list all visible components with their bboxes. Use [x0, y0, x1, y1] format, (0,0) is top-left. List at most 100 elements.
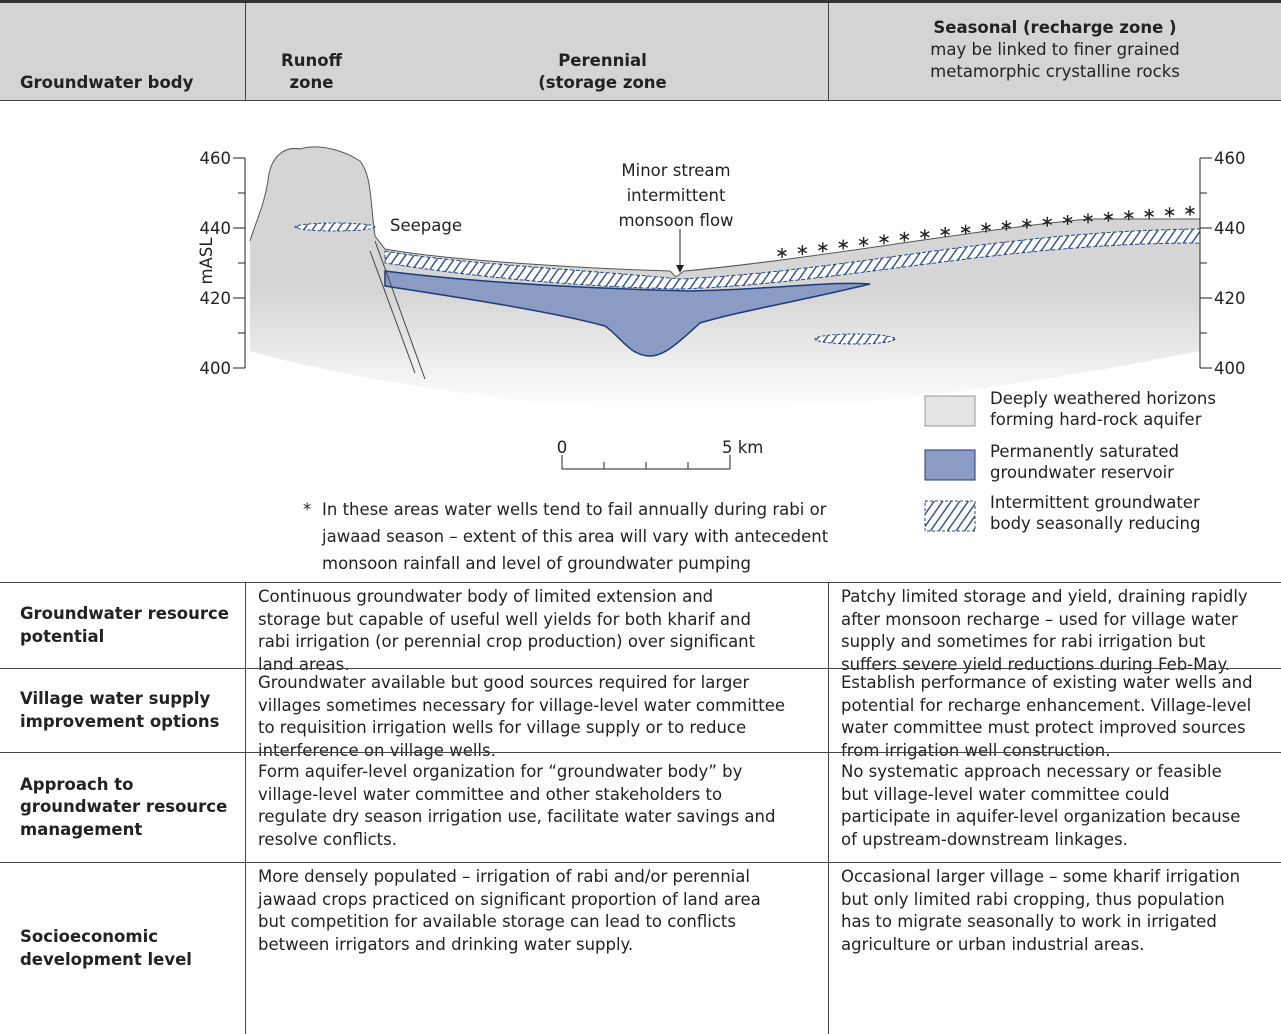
legend-swatch — [924, 500, 976, 532]
perched-lens — [294, 222, 376, 232]
cell-line: interference on village wells. — [258, 740, 496, 760]
star-marker — [960, 224, 971, 235]
label-line: Socioeconomic — [20, 927, 159, 946]
row-label: Approach to groundwater resource managemen… — [0, 752, 245, 862]
header-text: Groundwater body — [20, 73, 194, 92]
row-label: Village water supply improvement options — [0, 668, 245, 752]
star-marker — [1062, 215, 1073, 226]
storage-cell: More densely populated – irrigation of r… — [245, 862, 828, 1034]
tick-label: 460 — [1214, 149, 1246, 168]
label-line: development level — [20, 949, 192, 969]
star-marker — [1103, 211, 1114, 222]
legend-swatch — [924, 449, 976, 481]
perched-lens — [814, 333, 896, 345]
label-line: management — [20, 819, 143, 839]
tick-label: 460 — [200, 149, 232, 168]
tick-label: 420 — [200, 289, 232, 308]
header-text: Seasonal (recharge zone ) — [933, 18, 1177, 37]
cell-line: supply and sometimes for rabi irrigation… — [841, 632, 1206, 651]
legend-swatch — [924, 395, 976, 427]
stream-arrow — [676, 265, 684, 273]
star-marker — [858, 236, 869, 247]
star-marker — [981, 222, 991, 233]
star-marker — [1123, 210, 1134, 221]
cell-line: from irrigation well construction. — [841, 740, 1111, 760]
scale-label: 5 km — [722, 438, 763, 457]
legend-text: groundwater reservoir — [990, 463, 1174, 482]
footnote-marker: * — [303, 500, 311, 519]
recharge-cell: Occasional larger village – some kharif … — [828, 862, 1281, 1034]
cell-line: villages sometimes necessary for village… — [258, 695, 786, 715]
footnote-line: In these areas water wells tend to fail … — [322, 500, 827, 519]
stream-label-line: Minor stream — [621, 161, 730, 180]
fault — [369, 250, 416, 374]
cell-line: participate in aquifer-level organizatio… — [841, 807, 1241, 826]
star-marker — [1001, 220, 1012, 231]
cell-line: agriculture or urban industrial areas. — [841, 934, 1145, 954]
legend-text: Intermittent groundwater — [990, 493, 1200, 512]
text-line: (storage zone — [538, 73, 667, 92]
header-cell: Perennial (storage zone — [377, 3, 828, 100]
cell-line: to requisition irrigation wells for vill… — [258, 718, 747, 737]
header-cell: Groundwater body — [0, 3, 245, 100]
intermittent-body — [384, 228, 1201, 290]
cell-line: water committee must protect improved so… — [841, 718, 1246, 737]
star-marker — [1021, 218, 1032, 229]
axes: 460 440 420 400 460 440 420 400 — [200, 149, 1246, 378]
text-line: Perennial — [558, 51, 647, 70]
cell-line: More densely populated – irrigation of r… — [258, 867, 750, 886]
row-label: Groundwater resource potential — [0, 582, 245, 668]
star-marker — [1185, 205, 1195, 216]
scale-bar — [561, 455, 731, 470]
cell-line: Form aquifer-level organization for “gro… — [258, 762, 743, 781]
cross-section: 460 440 420 400 460 440 420 400 Seepage Minor s… — [0, 100, 1281, 573]
storage-cell: Continuous groundwater body of limited e… — [245, 582, 828, 674]
ground-surface — [249, 146, 1200, 278]
cell-line: Patchy limited storage and yield, draini… — [841, 587, 1248, 606]
saturated-reservoir — [384, 270, 871, 357]
stream-label: Minor stream intermittent monsoon flow — [618, 161, 733, 230]
star-marker — [797, 245, 808, 256]
star-marker — [838, 239, 849, 250]
legend-text: forming hard-rock aquifer — [990, 410, 1202, 429]
stream-label-line: monsoon flow — [618, 211, 733, 230]
recharge-cell: Patchy limited storage and yield, draini… — [828, 582, 1281, 674]
footnote: In these areas water wells tend to fail … — [321, 500, 829, 573]
label-line: potential — [20, 626, 105, 646]
legend-text: body seasonally reducing — [990, 514, 1200, 533]
tick-label: 400 — [1214, 359, 1246, 378]
star-marker — [777, 248, 787, 258]
legend-text: Permanently saturated — [990, 442, 1179, 461]
cell-line: No systematic approach necessary or feas… — [841, 762, 1222, 781]
axis-label: mASL — [197, 237, 216, 285]
cell-line: resolve conflicts. — [258, 829, 397, 849]
recharge-cell: No systematic approach necessary or feas… — [828, 752, 1281, 862]
tick-label: 400 — [200, 359, 232, 378]
cell-line: storage but capable of useful well yield… — [258, 609, 751, 629]
cell-line: of upstream-downstream linkages. — [841, 829, 1128, 849]
cell-line: rabi irrigation (or perennial crop produ… — [258, 632, 756, 651]
stream-label-line: intermittent — [627, 186, 726, 205]
star-marker — [899, 231, 910, 242]
star-marker — [919, 229, 930, 240]
legend: Deeply weathered horizons forming hard-ro… — [990, 389, 1216, 533]
cell-line: after monsoon recharge – used for villag… — [841, 609, 1238, 629]
tick-label: 440 — [1214, 219, 1246, 238]
text-line: Runoff — [281, 51, 342, 70]
cell-line: Continuous groundwater body of limited e… — [258, 587, 714, 606]
row-label: Socioeconomic development level — [0, 862, 245, 1034]
star-marker — [1164, 207, 1175, 218]
cell-line: Occasional larger village – some kharif … — [841, 867, 1241, 886]
header-cell: Runoff zone — [245, 3, 377, 100]
cell-line: village-level water committee and other … — [258, 784, 723, 804]
star-marker — [1144, 208, 1155, 219]
storage-cell: Form aquifer-level organization for “gro… — [245, 752, 828, 862]
cell-line: Establish performance of existing water … — [841, 673, 1253, 692]
cell-line: Groundwater available but good sources r… — [258, 673, 750, 692]
cell-line: regulate dry season irrigation use, faci… — [258, 807, 776, 826]
footnote-line: monsoon rainfall and level of groundwate… — [322, 554, 751, 573]
recharge-cell: Establish performance of existing water … — [828, 668, 1281, 760]
tick-label: 440 — [200, 219, 232, 238]
failure-zone-markers — [777, 205, 1195, 258]
